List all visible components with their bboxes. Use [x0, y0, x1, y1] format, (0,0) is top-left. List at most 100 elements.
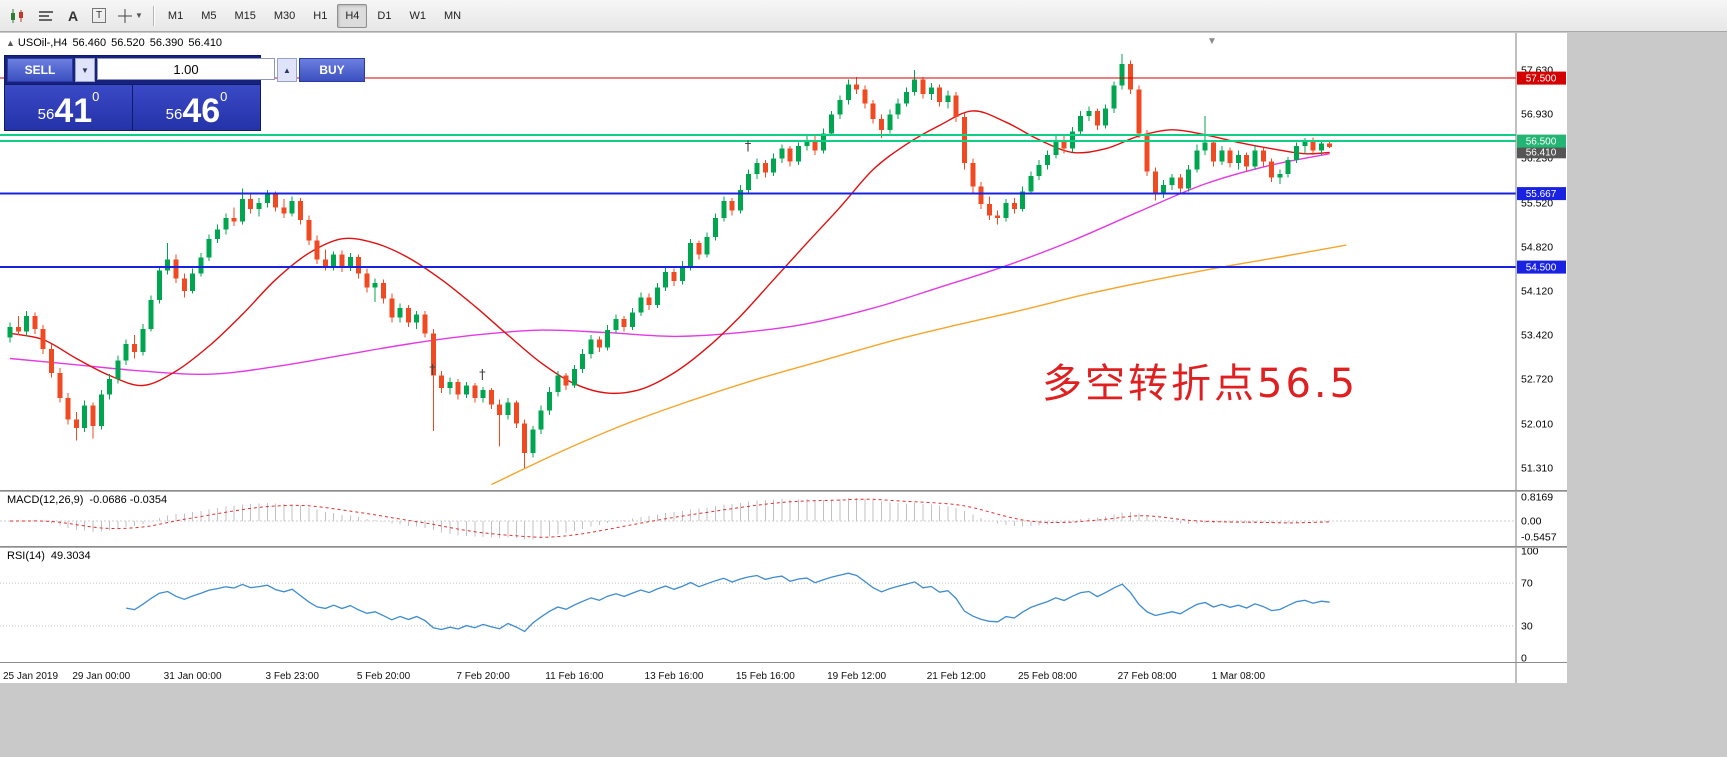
- svg-text:3 Feb 23:00: 3 Feb 23:00: [266, 671, 320, 682]
- rsi-value: 49.3034: [50, 550, 91, 562]
- time-axis[interactable]: [0, 663, 1516, 683]
- svg-text:27 Feb 08:00: 27 Feb 08:00: [1118, 671, 1177, 682]
- timeframe-button-h1[interactable]: H1: [313, 9, 328, 22]
- buy-price-prefix: 56: [165, 106, 183, 123]
- macd-values: -0.0686 -0.0354: [89, 494, 168, 506]
- text-tool-icon: T: [91, 8, 107, 23]
- ma-mid-magenta: [9, 153, 1330, 376]
- svg-text:57.500: 57.500: [1526, 74, 1557, 85]
- one-click-price-row: 56 41 0 56 46 0: [5, 84, 260, 130]
- svg-text:54.120: 54.120: [1521, 286, 1553, 298]
- toolbar: A T ▼ M1 M5 M15 M30 H1 H4 D1 W1 MN: [0, 0, 1727, 32]
- low-value: 56.390: [149, 37, 184, 49]
- svg-text:70: 70: [1521, 578, 1533, 590]
- svg-text:21 Feb 12:00: 21 Feb 12:00: [927, 671, 986, 682]
- close-value: 56.410: [188, 37, 223, 49]
- pane-separator-rsi[interactable]: [0, 546, 1567, 548]
- sell-button[interactable]: SELL: [7, 58, 73, 82]
- macd-layer: 0.8169 0.00 -0.5457: [0, 492, 1557, 544]
- svg-text:5 Feb 20:00: 5 Feb 20:00: [357, 671, 411, 682]
- toolbar-separator: [152, 5, 154, 26]
- chart-shift-marker[interactable]: ▼: [1207, 36, 1217, 47]
- crosshair-icon: [118, 8, 132, 23]
- svg-text:56.930: 56.930: [1521, 109, 1553, 121]
- timeframe-button-m1[interactable]: M1: [167, 9, 184, 22]
- buy-button[interactable]: BUY: [299, 58, 365, 82]
- font-tool-button[interactable]: A: [67, 7, 79, 24]
- chevron-down-icon: ▼: [135, 11, 143, 20]
- svg-text:0.00: 0.00: [1521, 516, 1542, 528]
- list-icon: [39, 10, 53, 21]
- timeframe-group: M1 M5 M15 M30 H1 H4 D1 W1 MN: [160, 3, 469, 28]
- buy-price-main: 46: [182, 92, 221, 131]
- chart-window: † † † 57.630 56.930 56.230 55.520 54.820 54.120 5…: [0, 33, 1567, 683]
- time-axis-labels: 25 Jan 2019 29 Jan 00:00 31 Jan 00:00 3 Feb…: [3, 671, 1266, 682]
- svg-text:13 Feb 16:00: 13 Feb 16:00: [645, 671, 704, 682]
- svg-text:56.410: 56.410: [1526, 147, 1557, 158]
- workspace-background: [1567, 33, 1727, 757]
- svg-text:55.667: 55.667: [1526, 189, 1557, 200]
- svg-text:25 Jan 2019: 25 Jan 2019: [3, 671, 58, 682]
- svg-text:54.820: 54.820: [1521, 241, 1553, 253]
- svg-text:52.720: 52.720: [1521, 374, 1553, 386]
- ma-slow-orange: [491, 244, 1347, 486]
- volume-input[interactable]: [97, 58, 275, 80]
- workspace-background-bottom: [0, 683, 1567, 757]
- price-divider: [132, 85, 133, 130]
- svg-text:†: †: [745, 140, 752, 155]
- svg-text:7 Feb 20:00: 7 Feb 20:00: [456, 671, 510, 682]
- volume-increase-button[interactable]: ▲: [277, 58, 297, 82]
- price-badges-layer: 56.410 57.500 56.500 55.667 54.500: [1517, 71, 1566, 274]
- timeframe-button-w1[interactable]: W1: [409, 9, 426, 22]
- indicator-list-button[interactable]: [33, 4, 59, 28]
- rsi-label: RSI(14): [7, 550, 45, 562]
- chart-canvas[interactable]: † ††57.63056.93056.23055.52054.82054.1205…: [0, 33, 1567, 683]
- pane-separator-macd[interactable]: [0, 490, 1567, 492]
- toolbar-icons-group: A T ▼: [5, 4, 147, 28]
- svg-text:1 Mar 08:00: 1 Mar 08:00: [1212, 671, 1266, 682]
- svg-text:53.420: 53.420: [1521, 330, 1553, 342]
- rsi-layer: 100 70 30 0: [0, 546, 1539, 665]
- timeframe-button-m5[interactable]: M5: [201, 9, 217, 22]
- one-click-order-row: SELL ▼ ▲ BUY: [5, 56, 365, 84]
- price-axis[interactable]: [1516, 33, 1567, 683]
- timeframe-button-d1[interactable]: D1: [377, 9, 392, 22]
- volume-decrease-button[interactable]: ▼: [75, 58, 95, 82]
- crosshair-tool-button[interactable]: ▼: [113, 4, 147, 28]
- one-click-collapse-button[interactable]: ▲: [6, 38, 15, 48]
- moving-averages-layer: [9, 110, 1347, 486]
- svg-text:55.520: 55.520: [1521, 197, 1553, 209]
- sell-price-prefix: 56: [37, 106, 55, 123]
- macd-signal-line: [10, 498, 1330, 538]
- svg-text:15 Feb 16:00: 15 Feb 16:00: [736, 671, 795, 682]
- sell-price-display: 56 41 0: [5, 85, 132, 130]
- buy-price-pip: 0: [220, 89, 228, 104]
- candlestick-icon: [11, 8, 23, 23]
- svg-text:25 Feb 08:00: 25 Feb 08:00: [1018, 671, 1077, 682]
- ma-fast-red: [9, 110, 1330, 395]
- open-value: 56.460: [72, 37, 107, 49]
- rsi-header: RSI(14) 49.3034: [7, 550, 97, 562]
- macd-label: MACD(12,26,9): [7, 494, 84, 506]
- rsi-line: [126, 572, 1330, 633]
- high-value: 56.520: [111, 37, 145, 49]
- timeframe-button-mn[interactable]: MN: [443, 9, 462, 22]
- svg-text:19 Feb 12:00: 19 Feb 12:00: [827, 671, 886, 682]
- svg-text:30: 30: [1521, 620, 1533, 632]
- text-tool-button[interactable]: T: [87, 4, 111, 28]
- svg-text:54.500: 54.500: [1526, 263, 1557, 274]
- chart-annotation: 多空转折点56.5: [1042, 361, 1359, 407]
- chart-info: ▲ USOil-,H4 56.460 56.520 56.390 56.410: [6, 37, 227, 49]
- buy-price-display: 56 46 0: [133, 85, 260, 130]
- timeframe-button-h4[interactable]: H4: [337, 3, 368, 28]
- svg-text:0: 0: [1521, 653, 1527, 665]
- timeframe-button-m15[interactable]: M15: [234, 9, 256, 22]
- svg-text:31 Jan 00:00: 31 Jan 00:00: [164, 671, 222, 682]
- svg-text:11 Feb 16:00: 11 Feb 16:00: [545, 671, 604, 682]
- svg-text:56.500: 56.500: [1526, 137, 1557, 148]
- chart-type-button[interactable]: [5, 4, 31, 28]
- svg-text:29 Jan 00:00: 29 Jan 00:00: [72, 671, 130, 682]
- sell-price-pip: 0: [92, 89, 100, 104]
- timeframe-button-m30[interactable]: M30: [273, 9, 296, 22]
